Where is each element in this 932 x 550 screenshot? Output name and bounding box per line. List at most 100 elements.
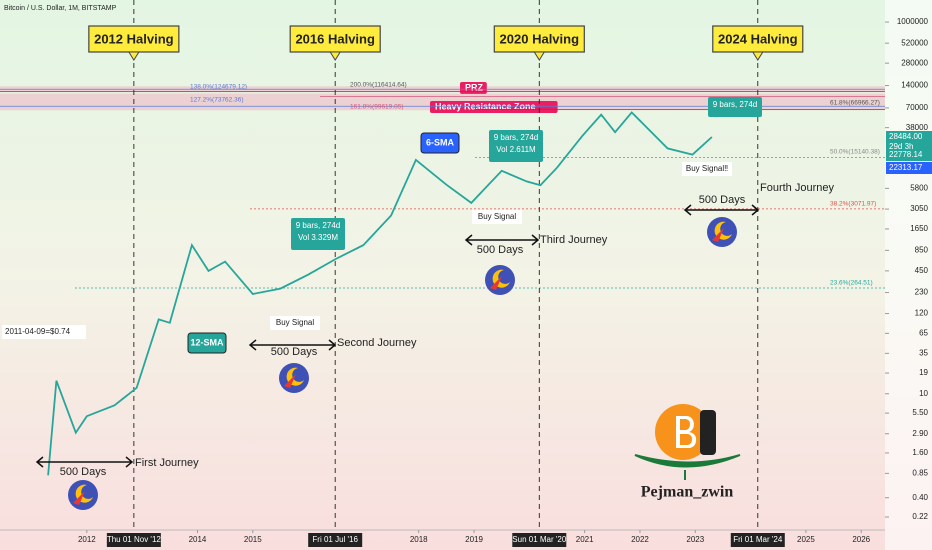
sma-label: 12-SMA bbox=[190, 337, 224, 347]
buy-signal: Buy Signal bbox=[276, 318, 314, 327]
zone-label: PRZ bbox=[465, 82, 484, 92]
y-tick-label: 0.22 bbox=[912, 512, 928, 521]
buy-box bbox=[270, 316, 320, 330]
stat-box bbox=[291, 218, 345, 250]
x-tick-label: 2014 bbox=[189, 535, 207, 544]
stat-line: 9 bars, 274d bbox=[296, 221, 340, 230]
journey-days: 500 Days bbox=[271, 346, 318, 358]
y-tick-label: 520000 bbox=[901, 38, 928, 47]
journey-label: Second Journey bbox=[337, 337, 417, 349]
halving-pointer bbox=[127, 51, 140, 61]
journey-arrow bbox=[464, 234, 540, 246]
date-tag bbox=[106, 533, 161, 547]
chart-title: Bitcoin / U.S. Dollar, 1M, BITSTAMP bbox=[4, 5, 117, 12]
rocket-body bbox=[712, 228, 724, 242]
x-tick-label: 2026 bbox=[852, 535, 870, 544]
y-tick-label: 70000 bbox=[906, 103, 929, 112]
stat-line: Vol 2.611M bbox=[496, 145, 536, 154]
author: Pejman_zwin bbox=[641, 484, 734, 501]
y-tick-label: 1650 bbox=[910, 224, 928, 233]
y-tick-label: 35 bbox=[919, 348, 928, 357]
sma-box bbox=[187, 332, 227, 354]
level-label: 138.0%(124679.12) bbox=[190, 84, 247, 91]
level-label: 38.2%(3071.97) bbox=[830, 201, 876, 208]
sma-box bbox=[420, 132, 460, 154]
journey-label: Fourth Journey bbox=[760, 182, 834, 194]
y-tick-label: 38000 bbox=[906, 123, 929, 132]
halving-box bbox=[88, 25, 180, 53]
date-label: Fri 01 Jul '16 bbox=[312, 535, 358, 544]
halving-box bbox=[493, 25, 585, 53]
x-tick-label: 2019 bbox=[465, 535, 483, 544]
halving-pointer bbox=[751, 51, 764, 61]
halving-label: 2016 Halving bbox=[295, 31, 375, 46]
buy-signal: Buy Signal bbox=[478, 212, 516, 221]
price-tag bbox=[886, 162, 932, 174]
date-tag bbox=[730, 533, 785, 547]
price-tag bbox=[886, 131, 932, 153]
stat-box bbox=[489, 130, 543, 162]
price-axis bbox=[885, 0, 932, 550]
y-tick-label: 2.90 bbox=[912, 429, 928, 438]
date-label: Sun 01 Mar '20 bbox=[512, 535, 567, 544]
x-tick-label: 2025 bbox=[797, 535, 815, 544]
level-label: 61.8%(66966.27) bbox=[830, 100, 880, 107]
start-note: 2011-04-09=$0.74 bbox=[5, 327, 71, 336]
level-label: 23.6%(264.51) bbox=[830, 280, 873, 287]
halving-pointer bbox=[329, 51, 342, 61]
buy-signal: Buy Signal‼ bbox=[686, 164, 728, 173]
level-label: 127.2%(73762.36) bbox=[190, 97, 244, 104]
stat-line: 9 bars, 274d bbox=[494, 133, 538, 142]
halving-label: 2020 Halving bbox=[500, 31, 580, 46]
y-tick-label: 5800 bbox=[910, 183, 928, 192]
halving-box bbox=[289, 25, 381, 53]
x-tick-label: 2015 bbox=[244, 535, 262, 544]
level-label: 200.0%(116414.64) bbox=[350, 82, 407, 89]
x-tick-label: 2018 bbox=[410, 535, 428, 544]
buy-box bbox=[472, 210, 522, 224]
stat-line: Vol 3.329M bbox=[298, 233, 338, 242]
journey-label: First Journey bbox=[135, 457, 199, 469]
y-tick-label: 450 bbox=[915, 266, 929, 275]
logo-leaf bbox=[634, 454, 741, 480]
journey-arrow bbox=[248, 339, 337, 351]
y-tick-label: 5.50 bbox=[912, 408, 928, 417]
rocket-body bbox=[284, 374, 296, 388]
journey-days: 500 Days bbox=[60, 466, 107, 478]
x-tick-label: 2022 bbox=[631, 535, 649, 544]
level-label: 161.8%(99619.05) bbox=[350, 104, 404, 111]
price-tag-label: 29d 3h bbox=[889, 142, 913, 151]
buy-box bbox=[682, 162, 732, 176]
price-tag bbox=[886, 149, 932, 161]
y-tick-label: 280000 bbox=[901, 58, 928, 67]
rocket-body bbox=[73, 491, 85, 505]
y-tick-label: 65 bbox=[919, 328, 928, 337]
price-tag-label: 22778.14 bbox=[889, 150, 923, 159]
journey-days: 500 Days bbox=[699, 194, 746, 206]
y-tick-label: 140000 bbox=[901, 81, 928, 90]
journey-days: 500 Days bbox=[477, 244, 524, 256]
logo-b bbox=[676, 416, 697, 448]
stat-box bbox=[708, 97, 762, 117]
journey-label: Third Journey bbox=[540, 234, 608, 246]
halving-pointer bbox=[533, 51, 546, 61]
logo-figure bbox=[700, 410, 716, 455]
price-tag-label: 28484.00 bbox=[889, 132, 923, 141]
y-tick-label: 1.60 bbox=[912, 448, 928, 457]
date-tag bbox=[308, 533, 363, 547]
price-tag-label: 22313.17 bbox=[889, 163, 923, 172]
y-tick-label: 120 bbox=[915, 309, 929, 318]
y-tick-label: 3050 bbox=[910, 204, 928, 213]
y-tick-label: 1000000 bbox=[897, 17, 929, 26]
date-label: Fri 01 Mar '24 bbox=[733, 535, 783, 544]
stat-line: 9 bars, 274d bbox=[713, 100, 757, 109]
halving-box bbox=[712, 25, 804, 53]
journey-arrow bbox=[35, 456, 134, 468]
halving-label: 2024 Halving bbox=[718, 31, 798, 46]
journey-arrow bbox=[683, 204, 760, 216]
date-tag bbox=[512, 533, 567, 547]
sma-label: 6-SMA bbox=[426, 137, 455, 147]
zone-tag bbox=[460, 82, 487, 94]
y-tick-label: 850 bbox=[915, 245, 929, 254]
